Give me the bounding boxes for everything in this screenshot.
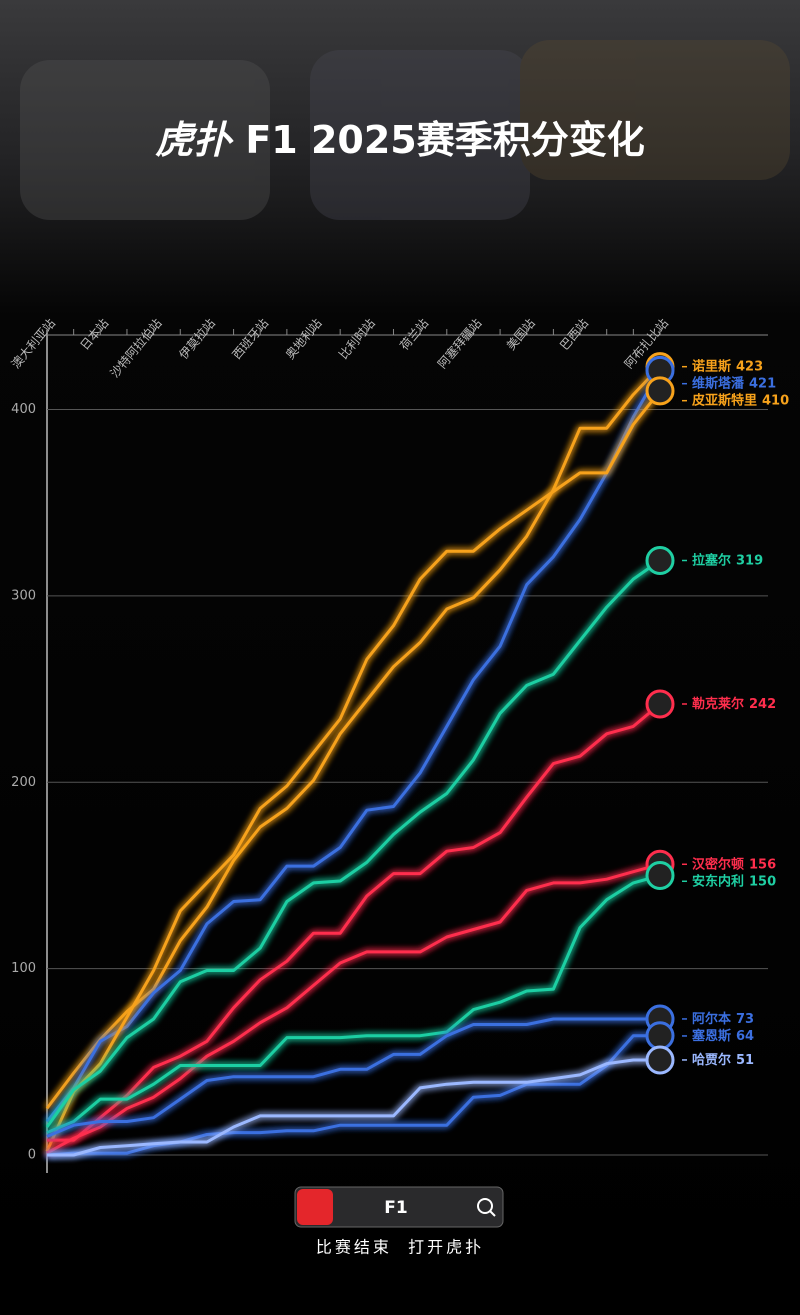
end-label: 安东内利 150 — [692, 873, 776, 889]
series-line — [47, 1058, 660, 1157]
driver-points: 150 — [749, 874, 776, 889]
driver-avatar — [645, 860, 675, 890]
logo: 虎扑 — [155, 118, 234, 162]
title: 虎扑 F1 2025赛季积分变化 — [155, 118, 644, 162]
series-line — [46, 1017, 660, 1138]
y-tick-label: 200 — [11, 775, 36, 790]
driver-name: 维斯塔潘 — [692, 375, 745, 391]
end-label: 哈贾尔 51 — [692, 1051, 754, 1067]
driver-points: 51 — [736, 1052, 754, 1067]
footer-caption[interactable]: 比赛结束 打开虎扑 — [316, 1238, 484, 1257]
search-icon[interactable] — [477, 1198, 493, 1214]
driver-name: 皮亚斯特里 — [691, 392, 757, 408]
driver-points: 242 — [749, 697, 776, 712]
driver-name: 诺里斯 — [692, 358, 731, 374]
end-label: 塞恩斯 64 — [692, 1027, 754, 1043]
driver-points: 156 — [749, 857, 776, 872]
driver-avatar — [645, 689, 675, 719]
driver-name: 勒克莱尔 — [692, 696, 744, 712]
driver-name: 安东内利 — [692, 873, 744, 889]
driver-points: 421 — [749, 376, 776, 391]
driver-name: 拉塞尔 — [692, 552, 731, 568]
y-tick-label: 100 — [11, 961, 36, 976]
series-line — [46, 862, 661, 1155]
end-label: 汉密尔顿 156 — [692, 856, 776, 872]
end-label: 皮亚斯特里 410 — [691, 392, 789, 408]
driver-name: 哈贾尔 — [692, 1051, 731, 1067]
driver-avatar — [645, 1045, 675, 1075]
y-tick-label: 400 — [11, 402, 36, 417]
series-line — [47, 702, 661, 1142]
search-text[interactable]: F1 — [384, 1198, 407, 1218]
y-tick-label: 300 — [11, 588, 36, 603]
series-line — [45, 559, 661, 1128]
series-line — [46, 1034, 660, 1157]
app-icon — [297, 1189, 333, 1225]
driver-points: 410 — [762, 393, 789, 408]
driver-avatar — [645, 1021, 675, 1051]
driver-points: 319 — [736, 553, 763, 568]
search-box[interactable] — [294, 1186, 504, 1228]
end-label: 诺里斯 423 — [692, 358, 763, 374]
search-icon-handle — [489, 1210, 496, 1217]
end-label: 维斯塔潘 421 — [692, 375, 776, 391]
driver-name: 塞恩斯 — [692, 1027, 731, 1043]
driver-name: 汉密尔顿 — [692, 856, 744, 872]
title-text: F1 2025赛季积分变化 — [245, 118, 644, 162]
series-line — [45, 369, 662, 1123]
end-label: 拉塞尔 319 — [692, 552, 763, 568]
driver-name: 阿尔本 — [692, 1010, 731, 1026]
end-label: 阿尔本 73 — [692, 1010, 754, 1026]
driver-avatar — [645, 376, 675, 406]
y-tick-label: 0 — [28, 1148, 36, 1163]
driver-points: 73 — [736, 1011, 754, 1026]
driver-points: 64 — [736, 1028, 754, 1043]
driver-points: 423 — [736, 359, 763, 374]
end-label: 勒克莱尔 242 — [692, 696, 776, 712]
series-line — [45, 365, 662, 1110]
background-cars — [20, 40, 790, 220]
series-line — [46, 874, 661, 1134]
lines — [45, 365, 662, 1157]
series-line — [45, 389, 662, 1152]
driver-avatar — [645, 546, 675, 575]
